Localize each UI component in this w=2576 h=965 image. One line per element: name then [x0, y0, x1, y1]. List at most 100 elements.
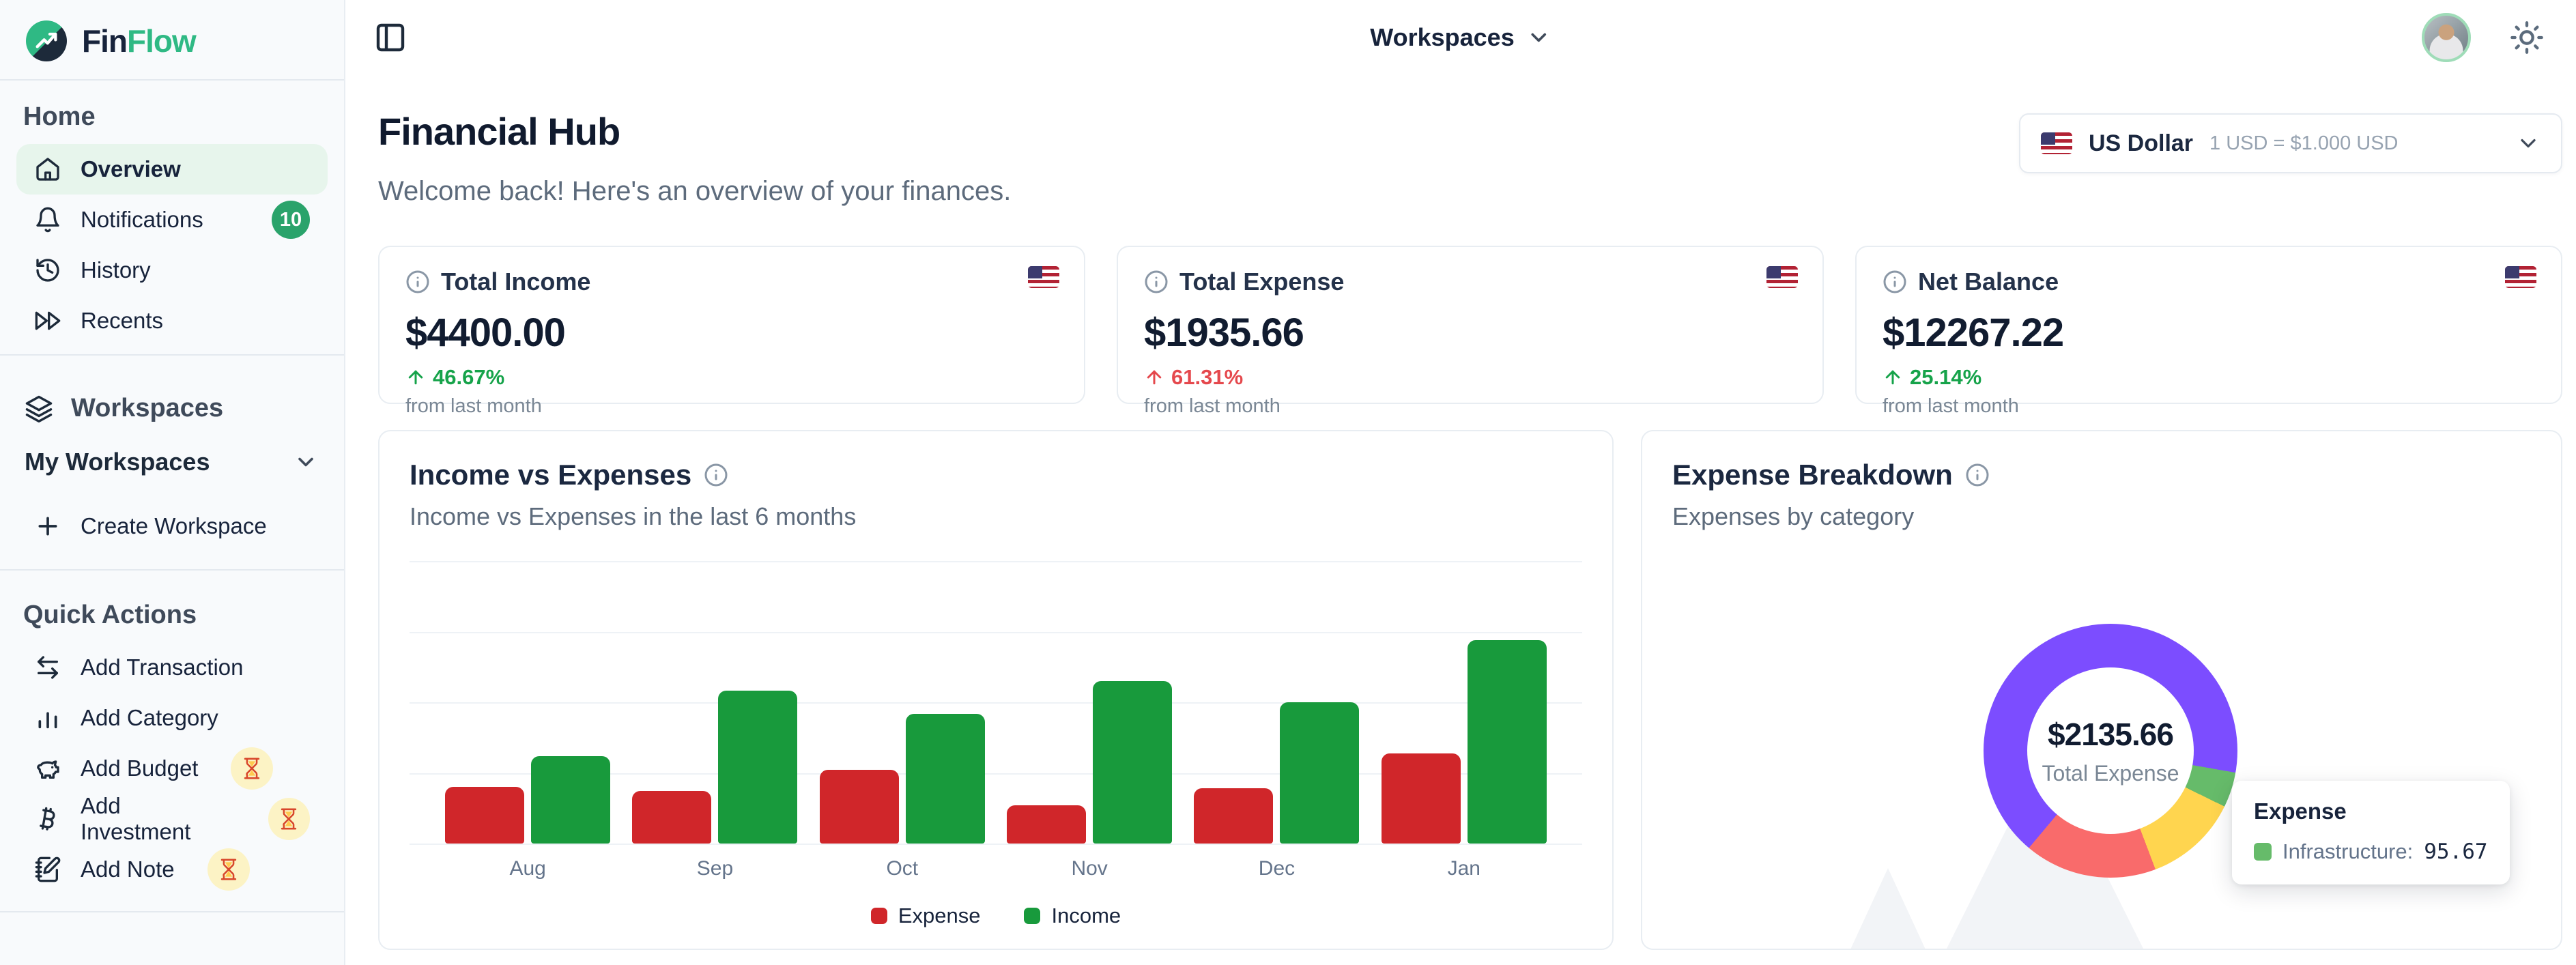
layers-icon: [25, 394, 53, 423]
stat-change-value: 46.67%: [433, 365, 505, 389]
create-workspace-label: Create Workspace: [81, 513, 267, 538]
stat-note: from last month: [1883, 395, 2019, 417]
income-bar[interactable]: [1467, 639, 1547, 844]
stat-change-value: 25.14%: [1910, 365, 1982, 389]
x-axis-label: Oct: [886, 857, 919, 880]
bar-group: [632, 561, 798, 844]
divider: [0, 911, 344, 912]
brand: FinFlow: [0, 0, 344, 79]
topbar: Workspaces: [345, 0, 2576, 75]
add-transaction-button[interactable]: Add Transaction: [16, 642, 328, 693]
bar-group: [1007, 561, 1173, 844]
income-swatch: [1024, 908, 1041, 924]
notifications-badge: 10: [272, 201, 310, 239]
income-vs-expenses-card: Income vs Expenses Income vs Expenses in…: [378, 430, 1614, 950]
my-workspaces-label: My Workspaces: [25, 448, 210, 476]
sidebar-item-overview[interactable]: Overview: [16, 144, 328, 195]
gridline: [410, 702, 1582, 704]
info-icon[interactable]: [1965, 463, 1990, 487]
sidebar-toggle-button[interactable]: [374, 21, 407, 54]
quick-action-label: Add Investment: [81, 793, 191, 844]
net-balance-card: Net Balance $12267.22 25.14% from last m…: [1855, 246, 2562, 417]
income-bar[interactable]: [905, 713, 985, 844]
stat-note: from last month: [405, 395, 542, 417]
sidebar-item-notifications[interactable]: Notifications 10: [16, 195, 328, 245]
tooltip-category: Infrastructure:: [2282, 839, 2414, 863]
x-axis-label: Aug: [509, 857, 546, 880]
info-icon[interactable]: [1883, 270, 1907, 294]
notebook-pen-icon: [34, 856, 61, 883]
tooltip-title: Expense: [2254, 798, 2347, 824]
main-content: Financial Hub Welcome back! Here's an ov…: [345, 75, 2576, 965]
chevron-down-icon: [294, 450, 318, 474]
workspaces-dropdown-label: Workspaces: [1370, 23, 1515, 51]
income-bar[interactable]: [1093, 680, 1173, 844]
gridline: [410, 773, 1582, 775]
donut-chart[interactable]: $2135.66 Total Expense: [1984, 624, 2237, 878]
arrow-up-icon: [1144, 367, 1164, 388]
income-bar[interactable]: [1280, 702, 1360, 844]
quick-action-label: Add Category: [81, 705, 218, 730]
theme-toggle-sun-icon[interactable]: [2509, 20, 2545, 55]
expense-bar[interactable]: [632, 791, 712, 844]
quick-action-label: Add Note: [81, 856, 175, 882]
workspaces-dropdown[interactable]: Workspaces: [1370, 23, 1551, 52]
bar-chart-icon: [34, 704, 61, 732]
add-budget-button[interactable]: Add Budget: [16, 743, 328, 794]
currency-name: US Dollar: [2089, 130, 2194, 156]
currency-selector[interactable]: US Dollar 1 USD = $1.000 USD: [2019, 113, 2562, 173]
page-title: Financial Hub: [378, 110, 620, 153]
x-axis-label: Dec: [1258, 857, 1296, 880]
quick-action-label: Add Transaction: [81, 654, 244, 680]
expense-bar[interactable]: [1381, 753, 1461, 844]
legend-item-income[interactable]: Income: [1024, 904, 1121, 928]
sidebar-item-history[interactable]: History: [16, 245, 328, 296]
sidebar-item-label: History: [81, 257, 151, 283]
my-workspaces-toggle[interactable]: My Workspaces: [16, 429, 328, 483]
donut-center: $2135.66 Total Expense: [2027, 667, 2194, 834]
fast-forward-icon: [34, 307, 61, 334]
expense-bar[interactable]: [1194, 788, 1274, 844]
expense-bar[interactable]: [819, 770, 899, 844]
user-avatar[interactable]: [2422, 13, 2471, 62]
income-bar[interactable]: [531, 755, 611, 844]
chart-legend: Expense Income: [410, 904, 1582, 928]
donut-total-value: $2135.66: [2048, 716, 2174, 752]
tooltip-value: 95.67: [2424, 839, 2488, 864]
bitcoin-icon: [34, 805, 61, 833]
sidebar-item-label: Notifications: [81, 207, 203, 232]
chart-title: Income vs Expenses: [410, 459, 692, 491]
bar-group: [1194, 561, 1360, 844]
sidebar-section-quick-actions: Quick Actions: [23, 601, 197, 629]
expense-bar[interactable]: [1007, 805, 1087, 844]
add-note-button[interactable]: Add Note: [16, 844, 328, 895]
stat-label: Net Balance: [1918, 268, 2059, 296]
hourglass-icon: [268, 798, 310, 840]
legend-item-expense[interactable]: Expense: [870, 904, 980, 928]
quick-action-label: Add Budget: [81, 755, 199, 781]
expense-bar[interactable]: [445, 787, 525, 844]
income-bar[interactable]: [718, 691, 798, 844]
bar-group: [819, 561, 985, 844]
stat-label: Total Income: [441, 268, 591, 296]
arrow-up-icon: [1883, 367, 1903, 388]
bar-group: [1381, 561, 1547, 844]
info-icon[interactable]: [405, 270, 430, 294]
plus-icon: [34, 513, 61, 540]
swap-arrows-icon: [34, 654, 61, 681]
donut-tooltip: Expense Infrastructure: 95.67: [2232, 781, 2510, 884]
stat-amount: $1935.66: [1144, 311, 1304, 355]
create-workspace-button[interactable]: Create Workspace: [16, 501, 328, 551]
hourglass-icon: [207, 848, 250, 891]
infrastructure-swatch: [2254, 843, 2272, 861]
add-category-button[interactable]: Add Category: [16, 693, 328, 743]
brand-name: FinFlow: [82, 23, 197, 59]
sidebar-item-label: Overview: [81, 156, 181, 182]
stat-label: Total Expense: [1179, 268, 1345, 296]
bar-chart: [410, 561, 1582, 845]
sidebar-item-recents[interactable]: Recents: [16, 296, 328, 346]
add-investment-button[interactable]: Add Investment: [16, 793, 328, 844]
bar-plot: [410, 561, 1582, 844]
info-icon[interactable]: [1144, 270, 1169, 294]
info-icon[interactable]: [704, 463, 728, 487]
